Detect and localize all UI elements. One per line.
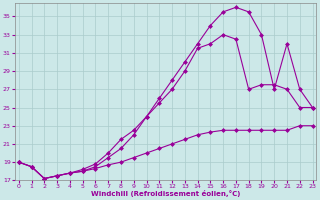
X-axis label: Windchill (Refroidissement éolien,°C): Windchill (Refroidissement éolien,°C) — [91, 190, 240, 197]
